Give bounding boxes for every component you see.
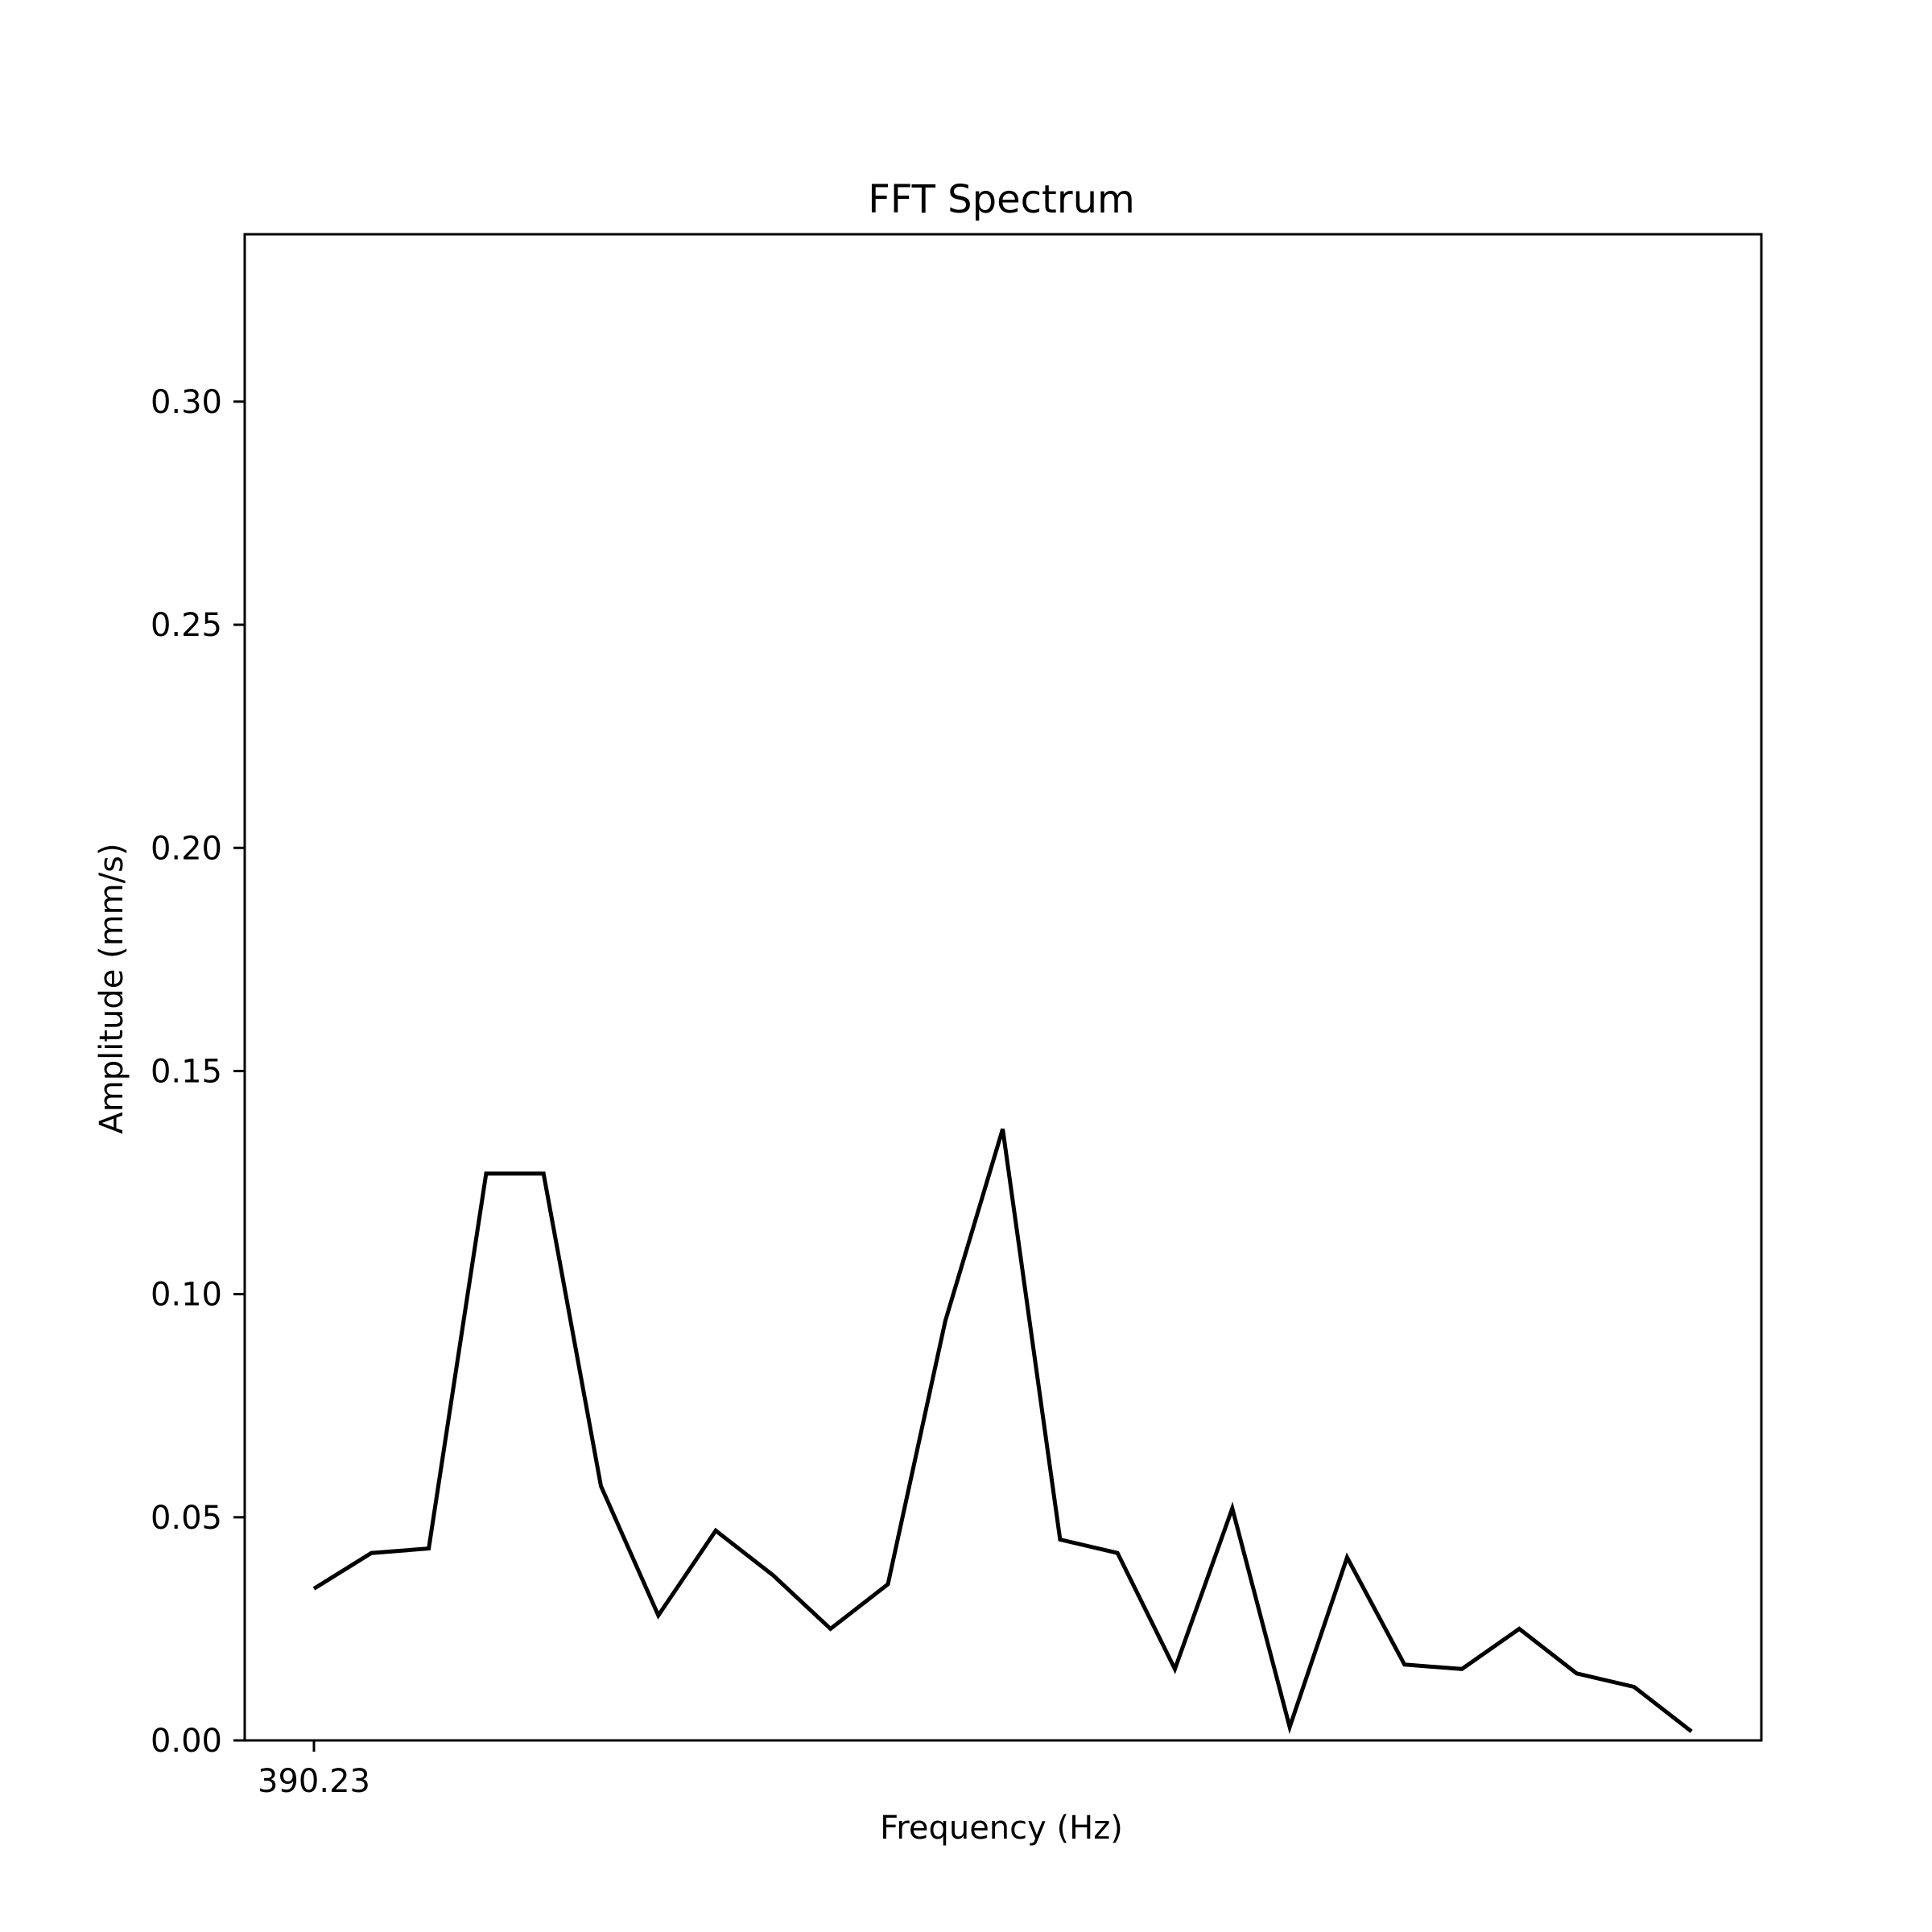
y-tick-label: 0.20 [151,830,222,867]
y-tick-label: 0.05 [151,1500,222,1537]
plot-frame [243,233,1763,1742]
y-tick-label: 0.15 [151,1053,222,1090]
y-tick-label: 0.10 [151,1277,222,1314]
x-tick-label: 390.23 [258,1763,370,1800]
x-axis-label: Frequency (Hz) [880,1810,1123,1847]
y-tick-label: 0.25 [151,607,222,644]
y-tick-label: 0.00 [151,1723,222,1760]
chart-title: FFT Spectrum [868,177,1135,222]
amplitude-series-line [312,1128,1693,1735]
y-axis-label: Amplitude (mm/s) [93,843,130,1133]
x-axis: 390.23 [258,1740,370,1800]
y-axis: 0.00 0.05 0.10 0.15 0.20 0.25 0.30 [151,384,245,1760]
y-tick-label: 0.30 [151,384,222,421]
